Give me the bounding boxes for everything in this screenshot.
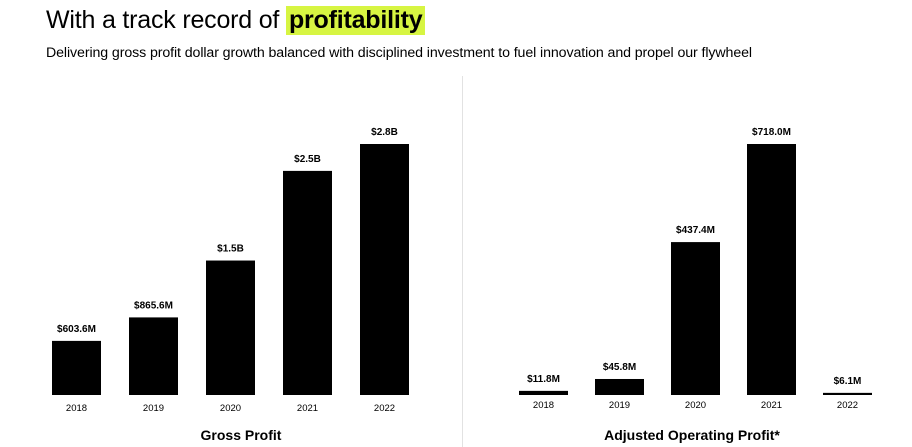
- operating-profit-tick-label-2021: 2021: [761, 400, 782, 411]
- gross-profit-bar-2019: [129, 317, 178, 395]
- gross-profit-data-label-2022: $2.8B: [371, 127, 398, 138]
- operating-profit-data-label-2019: $45.8M: [603, 362, 636, 373]
- operating-profit-bar-2019: [595, 378, 644, 395]
- gross-profit-data-label-2018: $603.6M: [57, 324, 96, 335]
- operating-profit-bar-2020: [671, 242, 720, 395]
- gross-profit-tick-label-2022: 2022: [374, 403, 395, 414]
- gross-profit-data-label-2019: $865.6M: [134, 300, 173, 311]
- gross-profit-bar-2022: [360, 144, 409, 395]
- gross-profit-bar-2020: [206, 260, 255, 395]
- gross-profit-data-label-2021: $2.5B: [294, 154, 321, 165]
- gross-profit-tick-label-2021: 2021: [297, 403, 318, 414]
- operating-profit-tick-label-2019: 2019: [609, 400, 630, 411]
- operating-profit-data-label-2020: $437.4M: [676, 225, 715, 236]
- gross-profit-tick-label-2018: 2018: [66, 403, 87, 414]
- title-prefix: With a track record of: [46, 6, 280, 34]
- operating-profit-tick-label-2018: 2018: [533, 400, 554, 411]
- operating-profit-chart-title: Adjusted Operating Profit*: [604, 427, 780, 443]
- gross-profit-tick-label-2019: 2019: [143, 403, 164, 414]
- page-header: With a track record of profitability Del…: [46, 4, 902, 62]
- title-highlight: profitability: [285, 6, 426, 35]
- page-subtitle: Delivering gross profit dollar growth ba…: [46, 45, 752, 61]
- operating-profit-bar-2022: [823, 392, 872, 395]
- gross-profit-bar-2021: [283, 170, 332, 395]
- operating-profit-data-label-2018: $11.8M: [527, 374, 560, 385]
- gross-profit-data-label-2020: $1.5B: [217, 244, 244, 255]
- operating-profit-data-label-2022: $6.1M: [834, 376, 862, 387]
- gross-profit-bar-2018: [52, 340, 101, 395]
- operating-profit-data-label-2021: $718.0M: [752, 127, 791, 138]
- operating-profit-bar-2021: [747, 144, 796, 395]
- gross-profit-chart-title: Gross Profit: [201, 427, 282, 443]
- page-title: With a track record of profitability: [46, 4, 902, 36]
- gross-profit-tick-label-2020: 2020: [220, 403, 241, 414]
- operating-profit-tick-label-2020: 2020: [685, 400, 706, 411]
- operating-profit-bar-2018: [519, 390, 568, 395]
- gross-profit-chart: $603.6M 2018 $865.6M 2019 $1.5B 2020 $2.5B 2021…: [52, 127, 409, 443]
- chart-divider: [462, 76, 463, 447]
- operating-profit-tick-label-2022: 2022: [837, 400, 858, 411]
